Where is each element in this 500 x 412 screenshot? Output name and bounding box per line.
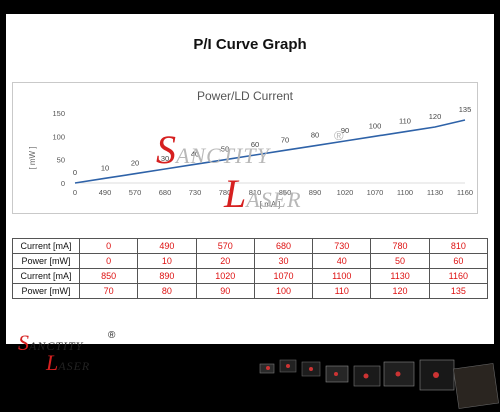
data-label: 90 [341,126,349,135]
x-tick-label: 890 [309,188,322,197]
table-row: Power [mW] 0 10 20 30 40 50 60 [12,253,489,269]
y-tick-label: 0 [61,179,65,188]
x-tick-label: 1130 [427,188,443,197]
logo-s: S [18,330,29,355]
table-cell: 0 [78,253,139,269]
table-cell: 110 [312,283,372,299]
logo-registered: ® [108,330,116,341]
page-title: P/I Curve Graph [193,36,307,53]
product-module-4 [325,365,349,383]
table-cell: 810 [428,238,489,254]
product-module-5 [353,365,381,387]
table-cell: 780 [370,238,430,254]
table-row-header: Power [mW] [12,283,80,299]
x-tick-label: 1100 [397,188,413,197]
chart-title: Power/LD Current [196,89,294,103]
logo-l: L [46,350,59,375]
table-row-header: Current [mA] [12,238,80,254]
x-tick-label: 850 [279,188,292,197]
table-cell: 10 [137,253,197,269]
data-label: 20 [131,159,139,168]
logo-rest1: ANCTITY [29,339,84,353]
table-cell: 60 [428,253,489,269]
x-tick-label: 730 [189,188,202,197]
table-cell: 1100 [312,268,372,284]
y-tick-label: 50 [57,156,65,165]
table-cell: 135 [428,283,489,299]
chart-container: Power/LD Current 0 50 100 150 0 490 570 680 730… [12,82,478,214]
table-cell: 490 [137,238,197,254]
product-module-8 [453,363,499,409]
product-module-1 [259,363,275,374]
table-cell: 80 [137,283,197,299]
table-row: Current [mA] 850 890 1020 1070 1100 1130 1160 [12,268,489,284]
data-label: 120 [429,112,442,121]
y-tick-label: 150 [52,109,65,118]
table-cell: 850 [78,268,139,284]
data-label: 80 [311,131,319,140]
data-label: 100 [369,121,382,130]
pi-data-table: Current [mA] 0 490 570 680 730 780 810 Power [mW… [12,238,489,299]
x-axis-label: [ mA ] [260,200,280,209]
data-label: 10 [101,163,109,172]
y-axis-label: [ mW ] [28,146,37,169]
table-cell: 1160 [428,268,489,284]
product-module-2 [279,359,297,373]
data-label: 30 [161,154,169,163]
data-label: 40 [191,149,199,158]
x-tick-label: 490 [99,188,112,197]
logo-rest2: ASER [58,359,91,373]
x-tick-label: 810 [249,188,262,197]
table-cell: 30 [253,253,314,269]
product-module-6 [383,361,415,387]
table-cell: 890 [137,268,197,284]
table-cell: 570 [195,238,255,254]
data-label: 135 [459,105,472,114]
table-cell: 70 [78,283,139,299]
table-cell: 1020 [195,268,255,284]
table-cell: 730 [312,238,372,254]
table-cell: 120 [370,283,430,299]
x-tick-label: 1160 [457,188,473,197]
brand-logo: SANCTITY ® LASER [16,330,126,378]
data-label: 0 [73,168,77,177]
x-tick-label: 570 [129,188,142,197]
table-cell: 0 [78,238,139,254]
data-label: 60 [251,140,259,149]
y-tick-label: 100 [52,132,65,141]
table-cell: 90 [195,283,255,299]
table-row-header: Power [mW] [12,253,80,269]
table-cell: 100 [253,283,314,299]
x-tick-label: 1070 [367,188,384,197]
x-tick-label: 780 [219,188,232,197]
table-cell: 1070 [253,268,314,284]
table-row: Power [mW] 70 80 90 100 110 120 135 [12,283,489,299]
x-tick-label: 1020 [337,188,354,197]
table-cell: 20 [195,253,255,269]
laser-products-image [250,346,500,412]
data-label: 50 [221,145,229,154]
product-module-7 [419,359,455,391]
table-cell: 50 [370,253,430,269]
table-cell: 1130 [370,268,430,284]
table-cell: 680 [253,238,314,254]
x-tick-label: 0 [73,188,77,197]
power-series-line [74,119,466,184]
table-cell: 40 [312,253,372,269]
x-tick-label: 680 [159,188,172,197]
data-label: 110 [399,117,411,126]
table-row-header: Current [mA] [12,268,80,284]
data-label: 70 [281,135,289,144]
table-row: Current [mA] 0 490 570 680 730 780 810 [12,238,489,254]
product-module-3 [301,361,321,377]
